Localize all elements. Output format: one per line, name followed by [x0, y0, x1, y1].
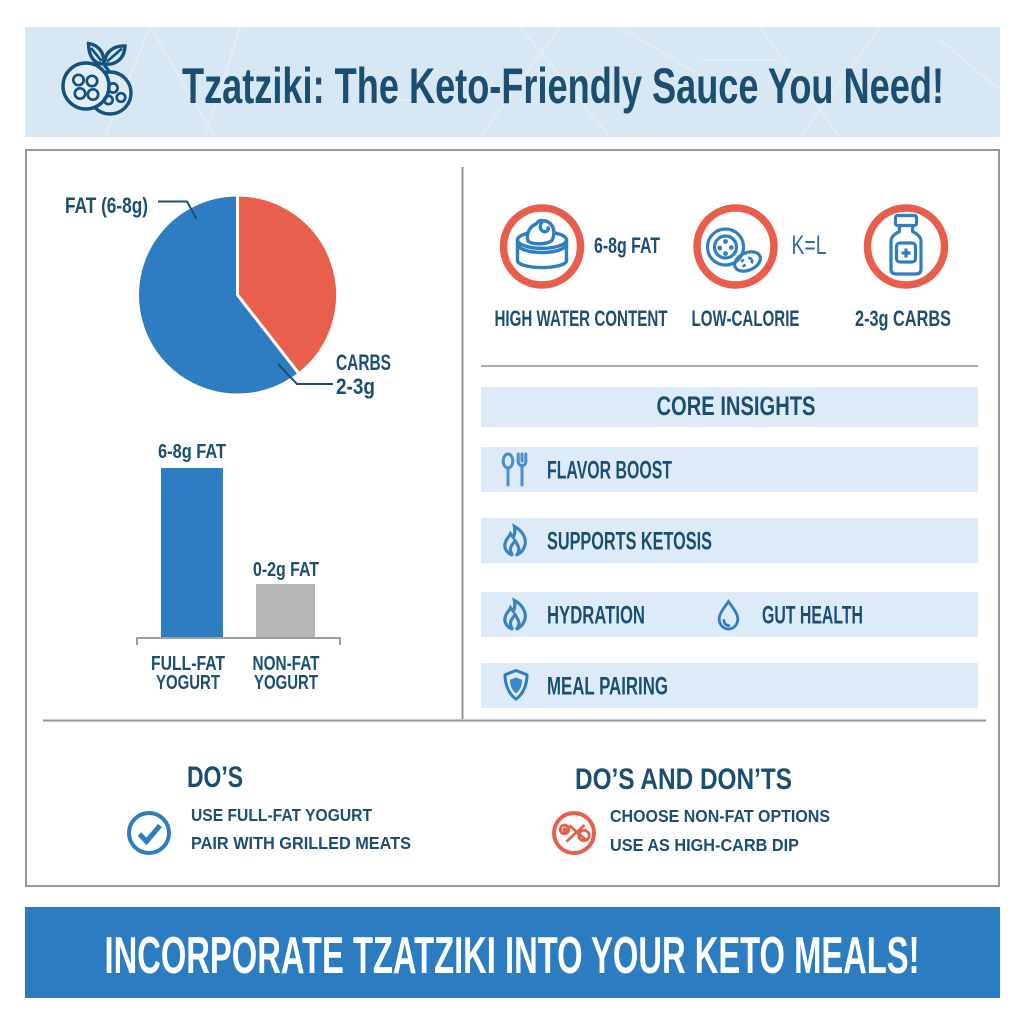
svg-text:YOGURT: YOGURT	[156, 672, 220, 694]
svg-text:MEAL PAIRING: MEAL PAIRING	[547, 673, 668, 701]
svg-text:FAT (6-8g): FAT (6-8g)	[65, 193, 148, 218]
svg-text:CORE INSIGHTS: CORE INSIGHTS	[657, 391, 816, 421]
svg-text:PAIR WITH GRILLED MEATS: PAIR WITH GRILLED MEATS	[191, 833, 411, 853]
svg-text:INCORPORATE TZATZIKI INTO YOUR: INCORPORATE TZATZIKI INTO YOUR KETO MEAL…	[105, 927, 920, 985]
svg-text:HIGH WATER CONTENT: HIGH WATER CONTENT	[495, 306, 668, 331]
svg-text:DO’S AND DON’TS: DO’S AND DON’TS	[575, 763, 792, 796]
svg-text:USE FULL-FAT YOGURT: USE FULL-FAT YOGURT	[191, 805, 372, 825]
svg-text:FLAVOR BOOST: FLAVOR BOOST	[547, 457, 672, 485]
svg-text:GUT HEALTH: GUT HEALTH	[762, 602, 863, 630]
svg-text:K=L: K=L	[792, 230, 827, 260]
svg-text:YOGURT: YOGURT	[254, 672, 318, 694]
svg-text:6-8g FAT: 6-8g FAT	[594, 233, 660, 258]
svg-text:2-3g: 2-3g	[336, 374, 375, 399]
svg-text:SUPPORTS KETOSIS: SUPPORTS KETOSIS	[547, 528, 712, 556]
svg-text:NON-FAT: NON-FAT	[253, 653, 320, 675]
svg-text:HYDRATION: HYDRATION	[547, 602, 645, 630]
svg-text:FULL-FAT: FULL-FAT	[151, 653, 225, 675]
svg-text:CARBS: CARBS	[336, 350, 391, 375]
svg-text:LOW-CALORIE: LOW-CALORIE	[692, 306, 800, 331]
svg-text:2-3g CARBS: 2-3g CARBS	[855, 306, 951, 331]
svg-text:Tzatziki: The Keto-Friendly Sa: Tzatziki: The Keto-Friendly Sauce You Ne…	[182, 58, 944, 114]
svg-text:DO’S: DO’S	[187, 761, 243, 794]
svg-text:USE AS HIGH-CARB DIP: USE AS HIGH-CARB DIP	[610, 835, 799, 855]
svg-text:6-8g FAT: 6-8g FAT	[158, 441, 226, 463]
svg-text:CHOOSE NON-FAT OPTIONS: CHOOSE NON-FAT OPTIONS	[610, 806, 830, 826]
svg-text:0-2g FAT: 0-2g FAT	[253, 559, 319, 581]
